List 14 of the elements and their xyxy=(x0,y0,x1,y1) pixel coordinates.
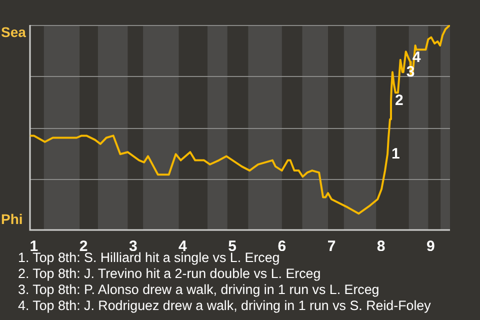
x-tick-label: 7 xyxy=(327,238,336,256)
annotation: 3 xyxy=(406,63,415,80)
x-tick-label: 3 xyxy=(128,238,138,256)
text: Phi xyxy=(1,211,23,227)
annotation: 1 xyxy=(392,145,400,162)
x-tick-label: 5 xyxy=(228,238,236,256)
text: 3. Top 8th: P. Alonso drew a walk, driving in 1 run vs L. Erceg xyxy=(18,282,380,298)
text: Sea xyxy=(1,24,26,40)
x-tick-label: 9 xyxy=(426,238,435,256)
x-tick-label: 6 xyxy=(278,238,286,256)
text: 4. Top 8th: J. Rodriguez drew a walk, driving in 1 run vs S. Reid-Foley xyxy=(18,298,431,314)
annotation: 2 xyxy=(394,92,404,109)
x-tick-label: 8 xyxy=(376,238,386,256)
text: 2. Top 8th: J. Trevino hit a 2-run double vs L. Erceg xyxy=(18,266,322,282)
